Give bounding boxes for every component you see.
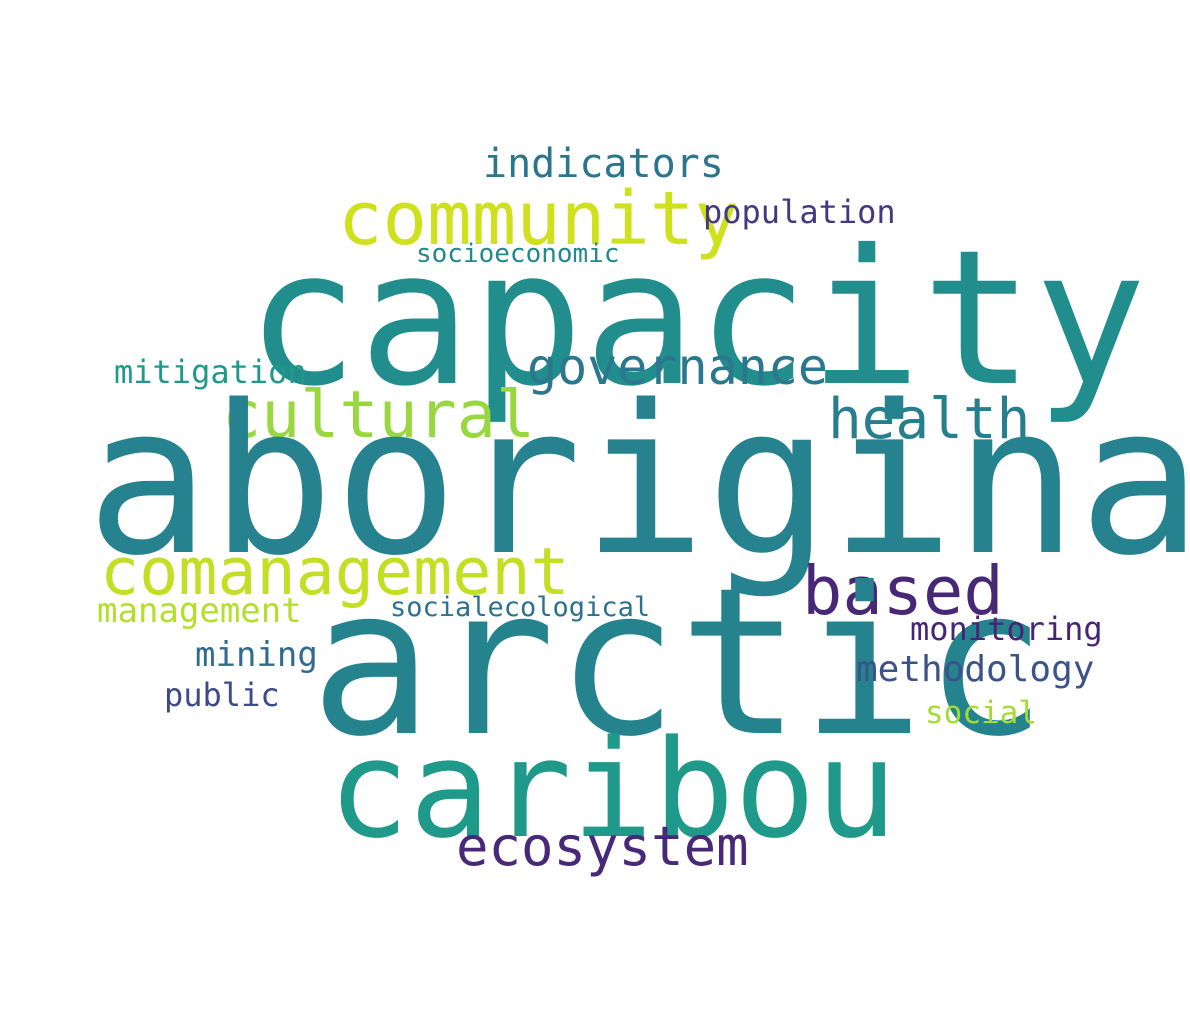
word-comanagement: comanagement — [100, 535, 570, 610]
word-social: social — [925, 695, 1037, 731]
word-based: based — [802, 552, 1004, 630]
word-socioeconomic: socioeconomic — [416, 239, 620, 269]
word-public: public — [164, 676, 280, 714]
word-governance: governance — [527, 338, 829, 396]
word-socialecological: socialecological — [390, 592, 651, 623]
word-arctic: arctic — [310, 545, 1047, 782]
word-ecosystem: ecosystem — [456, 815, 749, 878]
word-health: health — [828, 387, 1031, 452]
word-capacity: capacity — [246, 210, 1147, 428]
word-indicators: indicators — [483, 141, 724, 187]
word-methodology: methodology — [856, 649, 1095, 690]
word-aboriginal: aboriginal — [86, 361, 1190, 601]
word-caribou: caribou — [328, 711, 897, 868]
word-mitigation: mitigation — [114, 353, 307, 391]
word-management: management — [97, 591, 302, 631]
word-population: population — [703, 193, 896, 231]
word-mining: mining — [195, 635, 318, 675]
word-community: community — [338, 176, 739, 262]
word-monitoring: monitoring — [910, 610, 1103, 648]
word-cultural: cultural — [222, 378, 536, 453]
